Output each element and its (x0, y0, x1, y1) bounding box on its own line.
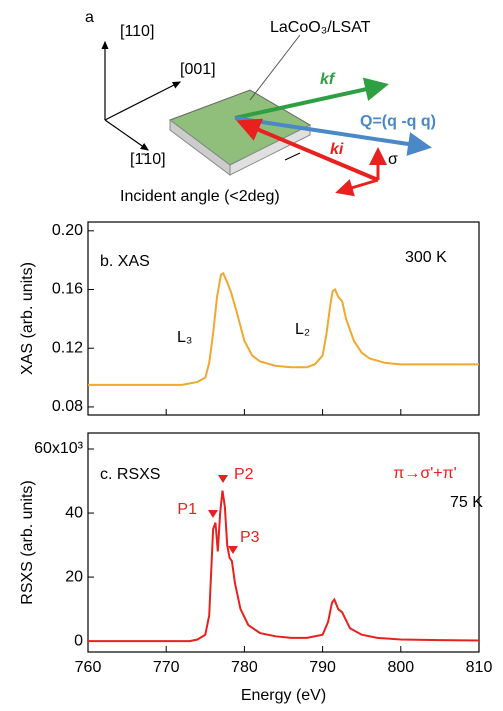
annotation: π→σ'+π' (393, 465, 456, 482)
y-tick-label: 0 (74, 632, 83, 649)
axis-label: [1̄10] (130, 151, 166, 168)
angle-mark (284, 152, 301, 161)
y-tick-label: 0.16 (52, 281, 83, 298)
annotation: 300 K (405, 249, 447, 266)
annotation: P1 (177, 501, 197, 518)
annotation: L₂ (295, 321, 310, 338)
ki-arrow (236, 118, 379, 182)
peak-marker (208, 475, 238, 554)
annotation: L₃ (177, 329, 192, 346)
x-tick-label: 810 (466, 659, 493, 676)
kf-label: kf (320, 71, 336, 88)
kf-arrow (234, 77, 389, 120)
x-axis-label: Energy (eV) (241, 687, 326, 704)
annotation: P2 (234, 466, 254, 483)
axis-label: [110] (120, 23, 154, 40)
x-tick-label: 770 (153, 659, 180, 676)
plot-frame (87, 432, 480, 653)
axis-label: [001] (180, 61, 216, 78)
y-axis-label: RSXS (arb. units) (19, 480, 36, 604)
y-tick-label: 60x10³ (34, 440, 84, 457)
sigma-label: σ (388, 151, 398, 168)
x-tick-label: 790 (309, 659, 336, 676)
incident-label: Incident angle (<2deg) (120, 188, 280, 205)
ki-label: ki (330, 141, 344, 158)
axis-arrow (104, 119, 149, 151)
q-label: Q=(q -q q) (360, 113, 436, 130)
data-line (88, 490, 480, 643)
y-tick-label: 20 (65, 568, 83, 585)
y-tick-label: 0.12 (52, 339, 83, 356)
sample-label: LaCoO₃/LSAT (270, 19, 371, 36)
chart-title: b. XAS (100, 253, 150, 270)
y-tick-label: 40 (65, 504, 83, 521)
q-arrow (234, 116, 432, 156)
y-axis-label: XAS (arb. units) (19, 262, 36, 375)
data-line (88, 271, 479, 386)
y-tick-label: 0.20 (52, 222, 83, 239)
pi-arrow (335, 178, 379, 197)
annotation: 75 K (450, 494, 483, 511)
chart-title: c. RSXS (100, 466, 160, 483)
diagram: a [110] [001] [1̄10] LaCoO₃/LSAT kf Q=(q… (85, 9, 436, 205)
panel-label: a (85, 9, 94, 26)
plot-frame (87, 221, 480, 416)
leader (249, 34, 301, 101)
y-tick-label: 0.08 (52, 398, 83, 415)
axis-arrow (104, 81, 182, 121)
annotation: P3 (240, 529, 260, 546)
x-tick-label: 760 (75, 659, 102, 676)
x-tick-label: 800 (387, 659, 414, 676)
x-tick-label: 780 (231, 659, 258, 676)
